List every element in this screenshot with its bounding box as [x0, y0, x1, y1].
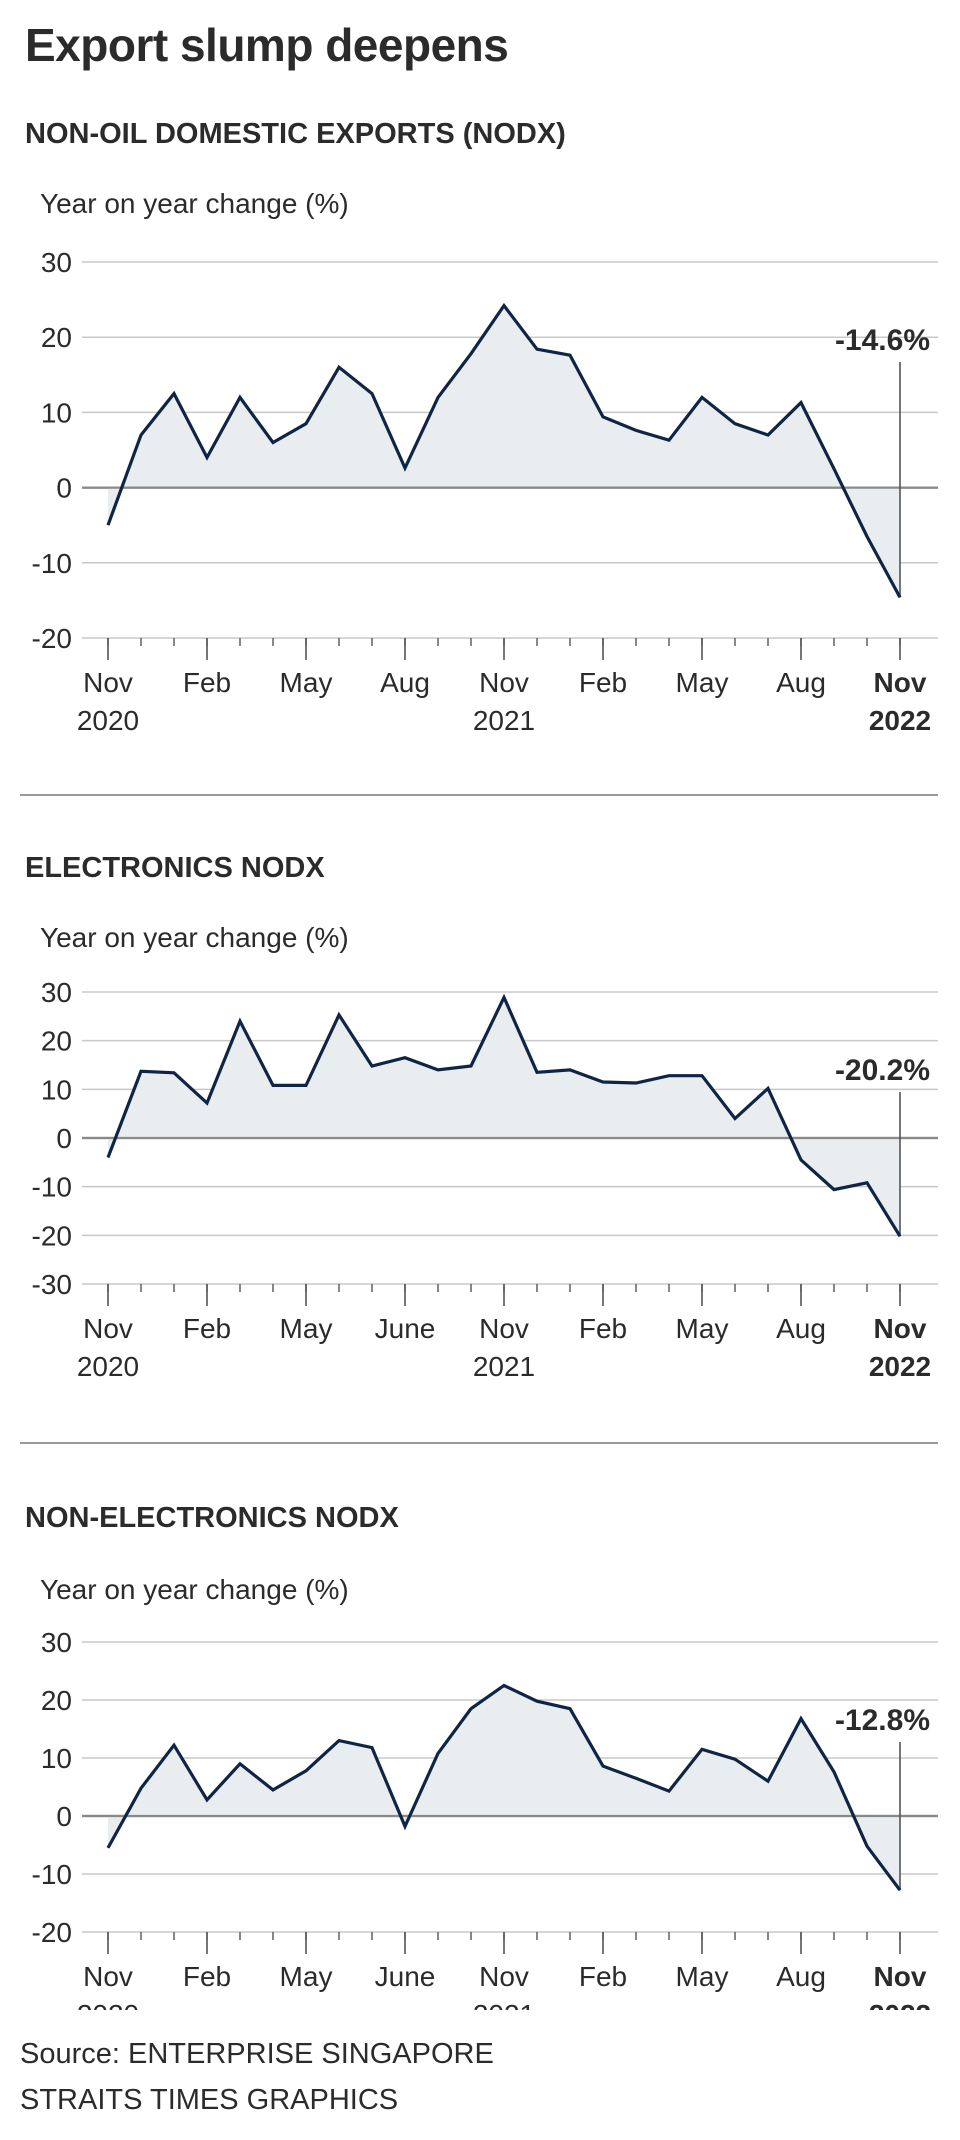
x-tick-label: May [676, 1313, 729, 1344]
x-tick-year: 2021 [473, 1351, 535, 1382]
y-tick-label: -10 [32, 548, 72, 579]
x-tick-year: 2022 [869, 1351, 931, 1382]
y-tick-label: -10 [32, 1172, 72, 1203]
x-tick-year: 2021 [473, 1999, 535, 2010]
chart-2-ylabel: Year on year change (%) [40, 922, 349, 953]
chart-1: 30 20 10 0 -10 -20 -14.6% Nov 2020 Feb May Aug Nov 20… [32, 247, 938, 736]
x-tick-label: Feb [183, 1313, 231, 1344]
x-tick-label: May [280, 1961, 333, 1992]
x-tick-label: Nov [874, 1961, 927, 1992]
x-tick-label: May [676, 1961, 729, 1992]
y-tick-label: 0 [56, 1123, 72, 1154]
x-tick-label: Feb [183, 667, 231, 698]
section-divider-2 [20, 1442, 938, 1444]
x-tick-label: May [280, 667, 333, 698]
x-tick-year: 2022 [869, 705, 931, 736]
x-tick-label: Nov [479, 1961, 529, 1992]
chart-3-title: NON-ELECTRONICS NODX [25, 1502, 399, 1534]
x-tick-label: Nov [874, 667, 927, 698]
final-value-label: -14.6% [835, 324, 930, 357]
area-fill [108, 1685, 900, 1891]
y-tick-label: 0 [56, 1801, 72, 1832]
section-divider-1 [20, 794, 938, 796]
chart-2: 30 20 10 0 -10 -20 -30 -20.2% Nov 2020 Feb May June N… [32, 977, 938, 1382]
chart-2-title: ELECTRONICS NODX [25, 852, 325, 884]
x-tick-label: Nov [83, 1961, 133, 1992]
y-tick-label: -20 [32, 623, 72, 654]
chart-1-title: NON-OIL DOMESTIC EXPORTS (NODX) [25, 118, 566, 150]
x-tick-label: Nov [874, 1313, 927, 1344]
x-tick-label: Aug [776, 1313, 826, 1344]
x-tick-label: June [375, 1961, 436, 1992]
x-tick-label: Aug [776, 1961, 826, 1992]
y-tick-label: 30 [41, 977, 72, 1008]
x-tick-label: June [375, 1313, 436, 1344]
x-tick-label: May [280, 1313, 333, 1344]
y-tick-label: 30 [41, 1627, 72, 1658]
x-tick-year: 2020 [77, 1999, 139, 2010]
x-tick-label: Aug [776, 667, 826, 698]
y-tick-label: -10 [32, 1859, 72, 1890]
x-tick-year: 2020 [77, 1351, 139, 1382]
y-tick-label: -30 [32, 1269, 72, 1300]
y-tick-label: -20 [32, 1917, 72, 1948]
y-tick-label: 10 [41, 1743, 72, 1774]
x-tick-label: Feb [183, 1961, 231, 1992]
x-tick-label: Feb [579, 667, 627, 698]
x-tick-year: 2021 [473, 705, 535, 736]
source-credit: Source: ENTERPRISE SINGAPORE [20, 2038, 494, 2070]
y-tick-label: 20 [41, 1685, 72, 1716]
x-tick-label: Aug [380, 667, 430, 698]
x-tick-label: Nov [479, 1313, 529, 1344]
area-fill [108, 305, 900, 598]
y-tick-label: 10 [41, 1074, 72, 1105]
y-tick-label: 20 [41, 322, 72, 353]
x-tick-year: 2020 [77, 705, 139, 736]
x-tick-label: May [676, 667, 729, 698]
page-title: Export slump deepens [25, 19, 509, 71]
y-tick-label: 30 [41, 247, 72, 278]
chart-1-ylabel: Year on year change (%) [40, 188, 349, 219]
chart-3-ylabel: Year on year change (%) [40, 1574, 349, 1605]
x-tick-label: Nov [83, 667, 133, 698]
final-value-label: -20.2% [835, 1054, 930, 1087]
x-tick-label: Nov [83, 1313, 133, 1344]
x-tick-label: Feb [579, 1961, 627, 1992]
x-tick-year: 2022 [869, 1999, 931, 2010]
y-tick-label: 0 [56, 473, 72, 504]
final-value-label: -12.8% [835, 1704, 930, 1737]
x-tick-label: Nov [479, 667, 529, 698]
graphics-credit: STRAITS TIMES GRAPHICS [20, 2084, 399, 2116]
chart-3: 30 20 10 0 -10 -20 -12.8% Nov 2020 Feb May June Nov 2… [32, 1627, 938, 2010]
y-tick-label: 20 [41, 1026, 72, 1057]
y-tick-label: 10 [41, 397, 72, 428]
y-tick-label: -20 [32, 1220, 72, 1251]
x-tick-label: Feb [579, 1313, 627, 1344]
area-fill [108, 997, 900, 1237]
